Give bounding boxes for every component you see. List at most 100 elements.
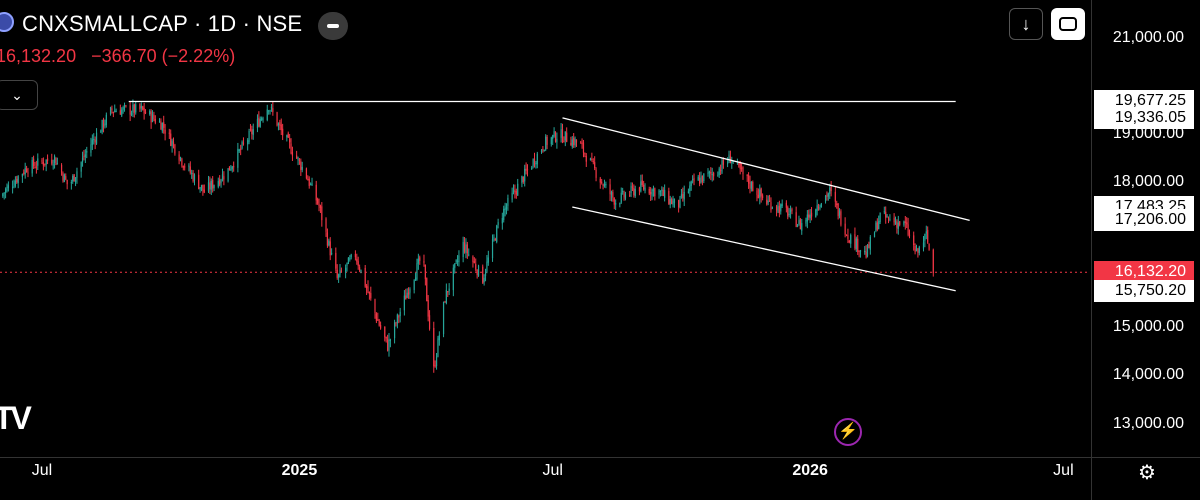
candle-body	[413, 280, 415, 290]
candle-body	[27, 172, 29, 174]
candle-body	[699, 177, 701, 184]
candle-body	[46, 158, 49, 161]
candle-body	[840, 211, 842, 225]
quote-line: 16,132.20 −366.70 (−2.22%)	[0, 46, 245, 67]
candle-body	[556, 138, 558, 143]
candle-body	[331, 252, 333, 255]
candle-body	[272, 108, 274, 113]
candle-body	[883, 211, 885, 213]
legend-toggle-button[interactable]: ⌄	[0, 80, 38, 110]
candle-body	[878, 221, 880, 230]
candle-body	[897, 222, 899, 229]
candle-body	[191, 172, 193, 174]
candle-body	[873, 232, 876, 238]
candle-body	[680, 194, 683, 197]
candle-body	[256, 118, 259, 129]
candle-body	[203, 189, 205, 193]
candle-body	[798, 220, 800, 224]
candle-body	[213, 185, 215, 189]
candle-body	[210, 181, 212, 190]
candle-body	[889, 219, 891, 221]
candle-body	[599, 178, 601, 183]
candle-body	[163, 122, 165, 128]
candle-body	[307, 179, 309, 181]
candle-body	[427, 300, 429, 317]
candle-body	[703, 173, 705, 182]
candle-body	[125, 105, 127, 107]
arrow-down-icon: ↓	[1021, 14, 1031, 34]
candle-body	[778, 206, 780, 214]
candle-body	[896, 221, 898, 228]
candle-body	[319, 205, 322, 209]
candle-body	[7, 185, 9, 189]
candle-body	[93, 139, 95, 141]
price-chart[interactable]	[0, 0, 1090, 460]
candle-body	[928, 243, 930, 250]
drawing-price-label: 17,206.00	[1094, 209, 1194, 232]
candle-body	[918, 246, 920, 254]
candle-body	[389, 339, 391, 342]
expand-button[interactable]	[1051, 8, 1085, 40]
download-button[interactable]: ↓	[1009, 8, 1043, 40]
candle-body	[560, 129, 562, 138]
settings-icon[interactable]: ⚙	[1138, 462, 1156, 484]
candle-body	[752, 181, 754, 192]
lightning-icon[interactable]: ⚡	[834, 418, 862, 446]
candle-body	[454, 263, 456, 268]
trendline-channel-top[interactable]	[562, 117, 970, 222]
candle-body	[651, 189, 653, 197]
candle-body	[184, 166, 186, 168]
candle-body	[367, 286, 369, 293]
candle-body	[475, 264, 477, 270]
candle-body	[74, 177, 77, 183]
candle-body	[386, 339, 389, 351]
candle-body	[16, 178, 18, 183]
tradingview-logo-icon[interactable]: TV	[0, 400, 32, 436]
candle-body	[805, 219, 807, 224]
candle-body	[364, 267, 366, 287]
candle-body	[81, 157, 84, 163]
candle-body	[11, 186, 14, 188]
candle-body	[524, 168, 526, 182]
candle-body	[678, 200, 680, 208]
candle-body	[511, 192, 513, 200]
candle-body	[86, 151, 88, 153]
candle-body	[661, 189, 663, 191]
candle-body	[717, 175, 719, 177]
candle-body	[298, 159, 301, 161]
candle-body	[349, 258, 351, 260]
candle-body	[496, 225, 498, 242]
candle-body	[701, 175, 704, 183]
candle-body	[188, 165, 190, 167]
candle-body	[23, 172, 25, 174]
candle-body	[613, 198, 615, 205]
candle-body	[458, 255, 460, 263]
candle-body	[104, 123, 106, 126]
trendlines[interactable]	[128, 100, 970, 292]
candle-body	[100, 131, 102, 133]
symbol-title[interactable]: CNXSMALLCAP · 1D · NSE	[22, 11, 303, 36]
candle-body	[462, 241, 464, 257]
candle-body	[641, 180, 643, 186]
candle-body	[904, 221, 906, 223]
price-tick-label: 14,000.00	[1112, 366, 1184, 383]
candle-body	[738, 163, 740, 165]
candle-body	[171, 140, 173, 147]
candle-body	[445, 289, 447, 304]
candle-body	[95, 132, 98, 144]
candle-body	[815, 209, 817, 218]
candle-body	[903, 221, 905, 225]
candle-body	[610, 191, 613, 195]
candle-body	[914, 246, 916, 252]
candle-body	[202, 184, 204, 191]
candle-body	[550, 137, 552, 145]
candle-body	[193, 174, 196, 181]
candle-body	[692, 178, 694, 180]
trendline-channel-bottom[interactable]	[572, 206, 956, 292]
candle-body	[248, 130, 250, 143]
candle-body	[336, 269, 338, 278]
candle-body	[638, 187, 641, 192]
collapse-button[interactable]	[318, 12, 348, 40]
candle-body	[906, 222, 908, 225]
candle-body	[101, 119, 103, 132]
